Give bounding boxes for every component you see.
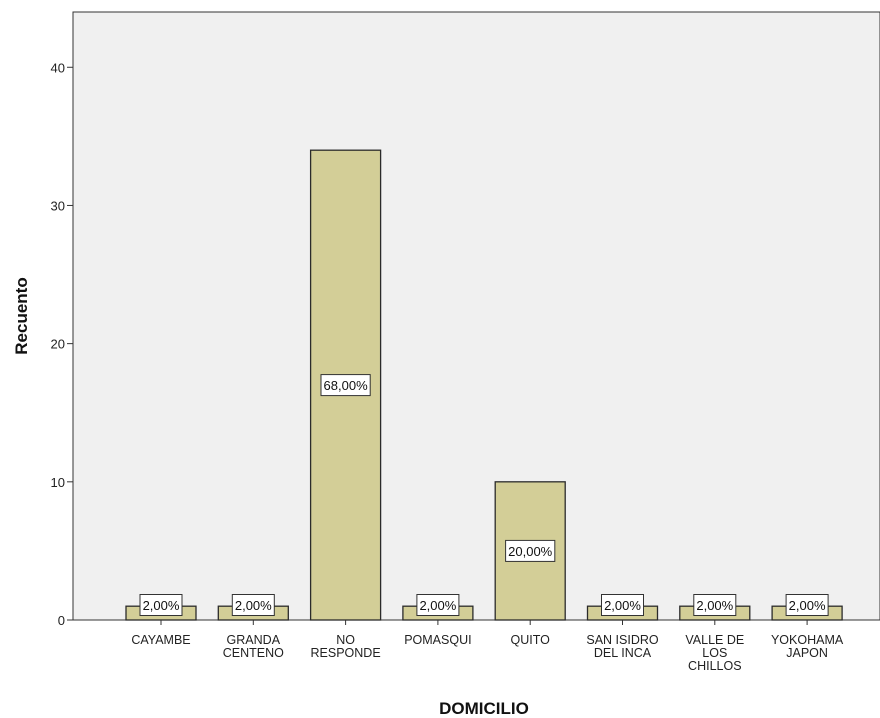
plot-area	[72, 11, 880, 621]
data-label-box-5	[601, 594, 644, 616]
data-label-box-0	[139, 594, 183, 616]
y-tick-label-4: 40	[51, 60, 65, 75]
data-label-3: 2,00%	[419, 598, 456, 613]
y-tick-label-2: 20	[51, 337, 65, 352]
y-tick-label-1: 10	[51, 475, 65, 490]
data-label-7: 2,00%	[789, 598, 826, 613]
data-label-box-4	[505, 539, 556, 562]
data-label-box-6	[693, 594, 737, 616]
data-label-1: 2,00%	[235, 598, 272, 613]
data-label-box-2	[320, 374, 371, 397]
x-tick-label-5: SAN ISIDRO DEL INCA	[586, 633, 659, 660]
x-tick-label-6: VALLE DE LOS CHILLOS	[685, 633, 744, 673]
x-tick-label-0: CAYAMBE	[131, 633, 190, 647]
x-tick-label-2: NO RESPONDE	[311, 633, 381, 660]
y-axis: 0 10 20 30 40	[51, 60, 73, 628]
bars: 2,00% 2,00% 68,00% 2,00% 20,00% 2,00% 2,00% 2,0…	[125, 149, 843, 621]
x-tick-label-7: YOKOHAMA JAPON	[771, 633, 844, 660]
x-tick-label-3: POMASQUI	[404, 633, 471, 647]
data-label-6: 2,00%	[696, 598, 733, 613]
data-label-4: 20,00%	[508, 544, 553, 559]
data-label-box-7	[785, 594, 829, 616]
y-tick-label-3: 30	[51, 198, 65, 213]
x-tick-label-1: GRANDA CENTENO	[223, 633, 284, 660]
data-label-0: 2,00%	[143, 598, 180, 613]
x-tick-label-4: QUITO	[511, 633, 551, 647]
data-label-box-3	[416, 594, 460, 616]
data-label-5: 2,00%	[604, 598, 641, 613]
y-tick-label-0: 0	[58, 613, 65, 628]
data-label-box-1	[231, 594, 275, 616]
data-label-2: 68,00%	[324, 378, 369, 393]
x-axis-title: DOMICILIO	[439, 699, 529, 718]
y-axis-title: Recuento	[12, 277, 31, 354]
x-axis: CAYAMBE GRANDA CENTENO NO RESPONDE POMASQUI QU…	[131, 620, 844, 673]
